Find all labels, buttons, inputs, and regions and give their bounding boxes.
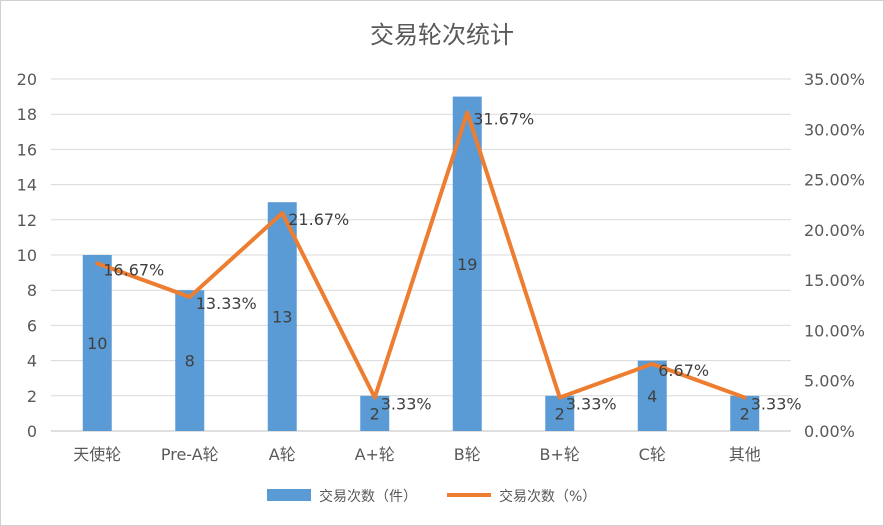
line-point <box>465 110 469 114</box>
left-tick-label: 12 <box>17 211 37 230</box>
line-data-label: 16.67% <box>103 260 164 279</box>
category-label: A+轮 <box>355 445 395 464</box>
category-label: A轮 <box>269 445 296 464</box>
line-data-label: 3.33% <box>751 395 802 414</box>
right-axis: 0.00% 5.00% 10.00% 15.00% 20.00% 25.00% 30.00%… <box>804 70 865 441</box>
bar <box>730 395 760 431</box>
right-tick-label: 20.00% <box>804 221 865 240</box>
line-point <box>188 295 192 299</box>
line-data-label: 21.67% <box>288 210 349 229</box>
legend: 交易次数（件） 交易次数（%） <box>267 488 596 505</box>
left-tick-label: 18 <box>17 105 37 124</box>
right-tick-label: 15.00% <box>804 271 865 290</box>
category-axis: 天使轮 Pre-A轮 A轮 A+轮 B轮 B+轮 C轮 其他 <box>73 445 761 464</box>
left-tick-label: 0 <box>27 422 37 441</box>
legend-label-line: 交易次数（%） <box>499 488 596 505</box>
line-data-label: 3.33% <box>381 395 432 414</box>
category-label: B轮 <box>454 445 481 464</box>
left-axis: 0 2 4 6 8 10 12 14 16 18 20 <box>17 70 37 441</box>
right-tick-label: 30.00% <box>804 120 865 139</box>
bar-data-label: 2 <box>740 404 750 423</box>
left-tick-label: 8 <box>27 281 37 300</box>
left-tick-label: 16 <box>17 140 37 159</box>
bar-data-label: 19 <box>457 255 477 274</box>
left-tick-label: 2 <box>27 387 37 406</box>
line-point <box>558 396 562 400</box>
left-tick-label: 20 <box>17 70 37 89</box>
bar-data-label: 8 <box>185 352 195 371</box>
category-label: B+轮 <box>540 445 580 464</box>
bar <box>452 96 482 431</box>
bar <box>360 395 390 431</box>
bar <box>545 395 575 431</box>
line-point <box>95 261 99 265</box>
bar-data-label: 13 <box>272 308 292 327</box>
bar-data-label: 10 <box>87 334 107 353</box>
line-point <box>743 396 747 400</box>
line-series: 16.67% 13.33% 21.67% 3.33% 31.67% 3.33% 6.67% 3… <box>95 109 802 414</box>
category-label: Pre-A轮 <box>161 445 219 464</box>
bar <box>82 255 112 431</box>
bar <box>267 202 297 431</box>
right-tick-label: 25.00% <box>804 171 865 190</box>
line-point <box>280 211 284 215</box>
line-data-label: 3.33% <box>566 395 617 414</box>
left-tick-label: 6 <box>27 316 37 335</box>
right-tick-label: 10.00% <box>804 321 865 340</box>
left-tick-label: 10 <box>17 246 37 265</box>
right-tick-label: 5.00% <box>804 372 855 391</box>
right-tick-label: 0.00% <box>804 422 855 441</box>
legend-label-bar: 交易次数（件） <box>319 488 417 505</box>
bar-series: 10 8 13 2 19 2 4 2 <box>82 96 760 431</box>
line-point <box>650 362 654 366</box>
bar <box>175 290 205 431</box>
line-data-label: 6.67% <box>658 361 709 380</box>
left-tick-label: 14 <box>17 176 37 195</box>
category-label: 其他 <box>729 445 761 464</box>
chart-title: 交易轮次统计 <box>370 21 514 49</box>
legend-swatch-bar <box>267 489 311 501</box>
bar-data-label: 2 <box>555 404 565 423</box>
bar-data-label: 2 <box>370 404 380 423</box>
bar-data-label: 4 <box>647 387 657 406</box>
bar <box>637 360 667 431</box>
line-data-label: 31.67% <box>473 109 534 128</box>
category-label: 天使轮 <box>73 445 121 464</box>
right-tick-label: 35.00% <box>804 70 865 89</box>
line-point <box>373 396 377 400</box>
left-tick-label: 4 <box>27 352 37 371</box>
category-label: C轮 <box>639 445 666 464</box>
line-data-label: 13.33% <box>196 294 257 313</box>
series-line <box>95 110 747 400</box>
